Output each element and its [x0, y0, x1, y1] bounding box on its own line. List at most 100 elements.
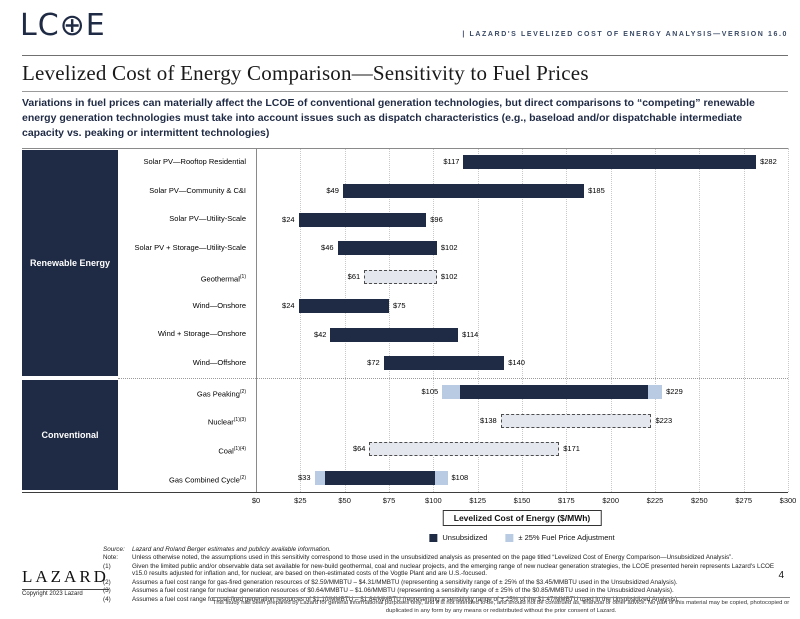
bar-value-low: $64 [352, 444, 366, 454]
footnote-marker: (1) [239, 273, 246, 280]
x-tick-label: $100 [424, 496, 442, 506]
fuel-adjustment-segment-high [647, 384, 663, 399]
header-caption: | LAZARD'S LEVELIZED COST OF ENERGY ANAL… [462, 31, 788, 38]
gridline [788, 148, 789, 493]
title-divider [22, 91, 788, 92]
gridline [522, 148, 523, 493]
lcoe-sensitivity-chart: $0 $25 $50 $75 $100 $125 $150 $175 $200 $225 $250 $… [22, 148, 796, 520]
range-bar [463, 155, 757, 170]
bar-value-low: $49 [326, 186, 339, 196]
gridline [743, 148, 745, 493]
range-bar [298, 212, 427, 227]
range-bar [325, 471, 436, 486]
footnote-3: (3) Assumes a fuel cost range for nuclea… [103, 587, 776, 594]
range-bar [337, 241, 437, 256]
footnote-marker: (2) [239, 474, 246, 481]
footnote-label: Source: [103, 546, 125, 553]
x-tick-label: $225 [646, 496, 664, 506]
bar-value-low: $61 [347, 272, 361, 282]
disclaimer-divider [212, 597, 790, 598]
gridline [566, 148, 568, 493]
range-bar-dashed [364, 270, 437, 285]
copyright: Copyright 2023 Lazard [22, 591, 83, 597]
footnote-text: Given the limited public and/or observab… [132, 562, 775, 578]
row-label: Coal(1)(4) [218, 446, 246, 456]
x-tick-label: $300 [779, 496, 797, 506]
range-bar [342, 184, 585, 199]
x-tick-label: $50 [338, 496, 351, 506]
row-label: Solar PV + Storage—Utility-Scale [134, 243, 246, 253]
bar-value-high: $223 [655, 415, 673, 425]
group-separator [118, 377, 788, 379]
gridline [610, 148, 612, 493]
row-label: Solar PV—Utility-Scale [169, 214, 246, 224]
gridline [389, 148, 390, 493]
bar-value-high: $282 [760, 157, 777, 167]
footnote-4: (4) Assumes a fuel cost range for coal-f… [103, 596, 776, 603]
footnote-note: Note: Unless otherwise noted, the assump… [103, 554, 776, 561]
range-bar [298, 298, 389, 313]
x-tick-label: $75 [382, 496, 396, 506]
legend-label-fuel-adjustment: ± 25% Fuel Price Adjustment [518, 533, 615, 542]
bar-value-high: $102 [440, 272, 458, 282]
category-box-renewable-energy: Renewable Energy [22, 150, 118, 376]
bar-value-high: $96 [430, 214, 443, 224]
x-tick-label: $25 [294, 496, 307, 506]
category-label: Renewable Energy [29, 257, 111, 268]
row-label: Wind—Offshore [192, 357, 246, 367]
footnote-text: Assumes a fuel cost range for gas-fired … [132, 578, 678, 586]
bar-value-high: $171 [563, 444, 580, 454]
footnote-2: (2) Assumes a fuel cost range for gas-fi… [103, 579, 776, 586]
chart-legend: Unsubsidized ± 25% Fuel Price Adjustment [429, 533, 615, 542]
fuel-adjustment-segment-high [435, 471, 448, 486]
legend-label-unsubsidized: Unsubsidized [442, 533, 488, 542]
gridline [300, 148, 302, 493]
gridline [433, 148, 435, 493]
lazard-logo: LAZARD [22, 567, 109, 590]
row-label: Solar PV—Rooftop Residential [143, 157, 246, 166]
category-label: Conventional [41, 429, 99, 440]
fuel-adjustment-segment-low [442, 384, 460, 399]
row-label: Nuclear(1)(3) [207, 417, 246, 427]
gridline [699, 148, 701, 493]
x-axis-line [22, 492, 788, 494]
row-label: Gas Combined Cycle(2) [169, 474, 246, 485]
legend-item-fuel-adjustment: ± 25% Fuel Price Adjustment [505, 533, 615, 542]
range-bar-dashed [500, 413, 652, 428]
footnote-marker: (1)(4) [233, 446, 246, 452]
footnote-label: (2) [103, 578, 111, 586]
footnote-label: Note: [103, 554, 119, 562]
x-tick-label: $200 [602, 496, 619, 506]
fuel-adjustment-swatch-icon [505, 533, 514, 542]
footnote-marker: (1)(3) [233, 417, 246, 424]
row-label: Geothermal(1) [200, 273, 246, 284]
range-bar-dashed [369, 442, 560, 457]
footnote-marker: (2) [239, 388, 246, 395]
bar-value-high: $75 [393, 300, 406, 310]
bar-value-high: $102 [440, 243, 458, 253]
chart-top-border [22, 148, 788, 149]
unsubsidized-swatch-icon [429, 533, 438, 542]
bar-value-low: $24 [282, 300, 295, 310]
category-box-conventional: Conventional [22, 379, 118, 491]
footnote-text: Assumes a fuel cost range for coal-fired… [132, 595, 679, 603]
row-label: Wind + Storage—Onshore [157, 329, 246, 339]
bar-value-high: $185 [588, 186, 605, 196]
gridline [477, 148, 479, 493]
footnote-source: Source: Lazard and Roland Berger estimat… [103, 546, 776, 553]
footnote-label: (4) [103, 595, 111, 603]
page-title: Levelized Cost of Energy Comparison—Sens… [22, 61, 589, 85]
footnote-label: (1) [103, 562, 111, 570]
x-axis-title: Levelized Cost of Energy ($/MWh) [442, 510, 602, 526]
row-label: Wind—Onshore [192, 300, 246, 310]
x-tick-label: $150 [513, 496, 531, 506]
footnote-1: (1) Given the limited public and/or obse… [103, 563, 776, 578]
row-label: Solar PV—Community & C&I [149, 185, 246, 195]
bar-value-high: $114 [462, 329, 479, 339]
x-tick-label: $0 [251, 496, 261, 506]
x-tick-label: $275 [735, 496, 752, 506]
fuel-adjustment-segment-low [314, 471, 326, 486]
bar-value-low: $46 [321, 243, 334, 253]
bar-value-low: $117 [443, 157, 460, 167]
